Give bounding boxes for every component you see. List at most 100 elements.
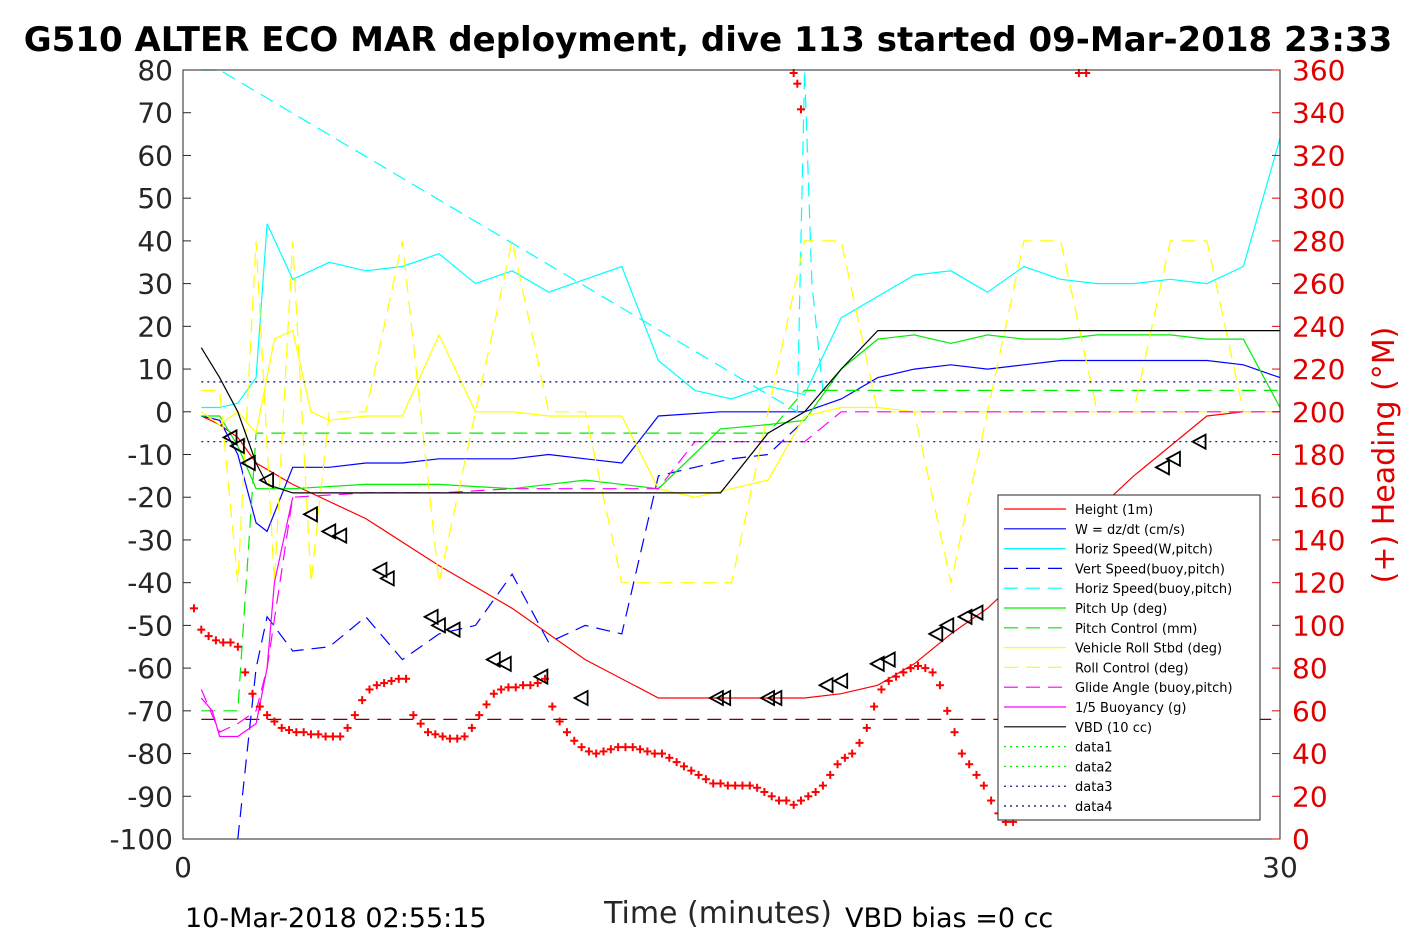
heading-point [840, 753, 849, 762]
series-line-vbd-10-cc [200, 330, 1280, 494]
x-axis-label: Time (minutes) [603, 896, 832, 931]
heading-point [884, 676, 893, 685]
left-tick-label: 40 [137, 225, 173, 258]
heading-point [972, 770, 981, 779]
left-tick-label: -50 [127, 609, 173, 642]
footer-timestamp: 10-Mar-2018 02:55:15 [185, 903, 487, 934]
triangle-marker [879, 651, 896, 669]
legend-entry: Roll Control (deg) [1075, 661, 1189, 676]
legend-entry: Pitch Up (deg) [1075, 602, 1167, 617]
heading-point [716, 779, 725, 788]
heading-point [306, 730, 315, 739]
heading-point [270, 717, 279, 726]
legend-entry: VBD (10 cc) [1075, 721, 1152, 736]
heading-point [497, 685, 506, 694]
heading-point [658, 749, 667, 758]
heading-point [226, 638, 235, 647]
left-tick-label: 80 [137, 54, 173, 87]
legend-entry: Glide Angle (buoy,pitch) [1075, 681, 1233, 696]
triangle-marker [331, 527, 348, 545]
heading-point [350, 711, 359, 720]
heading-point [796, 796, 805, 805]
heading-point [292, 728, 301, 737]
heading-point [570, 736, 579, 745]
heading-point [263, 711, 272, 720]
heading-point [775, 796, 784, 805]
left-tick-label: -40 [127, 567, 173, 600]
heading-point [204, 632, 213, 641]
legend-entry: Height (1m) [1075, 503, 1153, 518]
heading-point [745, 781, 754, 790]
heading-point [248, 689, 257, 698]
series-line-pitch-up-deg [201, 334, 1281, 490]
left-tick-label: -60 [127, 652, 173, 685]
heading-point [636, 745, 645, 754]
heading-point [687, 766, 696, 775]
heading-point [723, 781, 732, 790]
heading-point [892, 672, 901, 681]
triangle-marker [927, 625, 944, 643]
right-tick-label: 340 [1292, 97, 1345, 130]
series-line-pitch-control-mm [201, 389, 1280, 712]
left-tick-label: -80 [127, 738, 173, 771]
heading-point [241, 668, 250, 677]
heading-point [482, 700, 491, 709]
heading-point [672, 758, 681, 767]
left-tick-label: -70 [127, 695, 173, 728]
right-tick-label: 160 [1292, 481, 1345, 514]
left-tick-label: 0 [155, 396, 173, 429]
left-tick-label: -10 [127, 439, 173, 472]
legend-entry: data1 [1075, 741, 1113, 756]
heading-point [526, 681, 535, 690]
heading-point [943, 706, 952, 715]
right-tick-label: 140 [1292, 524, 1345, 557]
right-tick-label: 260 [1292, 268, 1345, 301]
heading-point [928, 668, 937, 677]
heading-point [796, 105, 805, 114]
left-tick-label: 70 [137, 97, 173, 130]
legend-entry: Vehicle Roll Stbd (deg) [1075, 642, 1222, 657]
heading-point [211, 636, 220, 645]
legend-entry: Horiz Speed(buoy,pitch) [1075, 582, 1232, 597]
triangle-marker [320, 522, 337, 540]
heading-point [599, 747, 608, 756]
heading-point [826, 770, 835, 779]
right-tick-label: 180 [1292, 439, 1345, 472]
heading-point [489, 689, 498, 698]
right-tick-label: 40 [1292, 738, 1328, 771]
heading-point [679, 762, 688, 771]
heading-point [277, 723, 286, 732]
heading-point [321, 732, 330, 741]
heading-point [753, 783, 762, 792]
heading-point [694, 770, 703, 779]
x-axis: 0 30 [174, 831, 1298, 884]
heading-point [877, 685, 886, 694]
heading-point [592, 749, 601, 758]
heading-point [460, 732, 469, 741]
right-tick-label: 120 [1292, 567, 1345, 600]
left-tick-label: -30 [127, 524, 173, 557]
legend-entry: data4 [1075, 800, 1113, 815]
triangle-marker [239, 454, 256, 472]
right-axis: 3603403203002802602402202001801601401201… [1272, 54, 1345, 856]
left-tick-label: 10 [137, 353, 173, 386]
legend-entry: data2 [1075, 760, 1113, 775]
heading-point [343, 723, 352, 732]
right-axis-label: (+) Heading (°M) [1367, 327, 1402, 584]
legend-entry: Vert Speed(buoy,pitch) [1075, 562, 1225, 577]
right-tick-label: 200 [1292, 396, 1345, 429]
heading-point [380, 679, 389, 688]
heading-point [233, 642, 242, 651]
heading-point [855, 738, 864, 747]
heading-point [584, 747, 593, 756]
series-line-height-1m [201, 411, 1280, 699]
heading-point [372, 681, 381, 690]
left-tick-label: 50 [137, 182, 173, 215]
heading-point [219, 638, 228, 647]
series-line-horiz-speed-w-pitch [201, 138, 1281, 409]
heading-point [358, 696, 367, 705]
triangle-marker [258, 471, 275, 489]
heading-point [299, 728, 308, 737]
triangle-marker [967, 604, 984, 622]
